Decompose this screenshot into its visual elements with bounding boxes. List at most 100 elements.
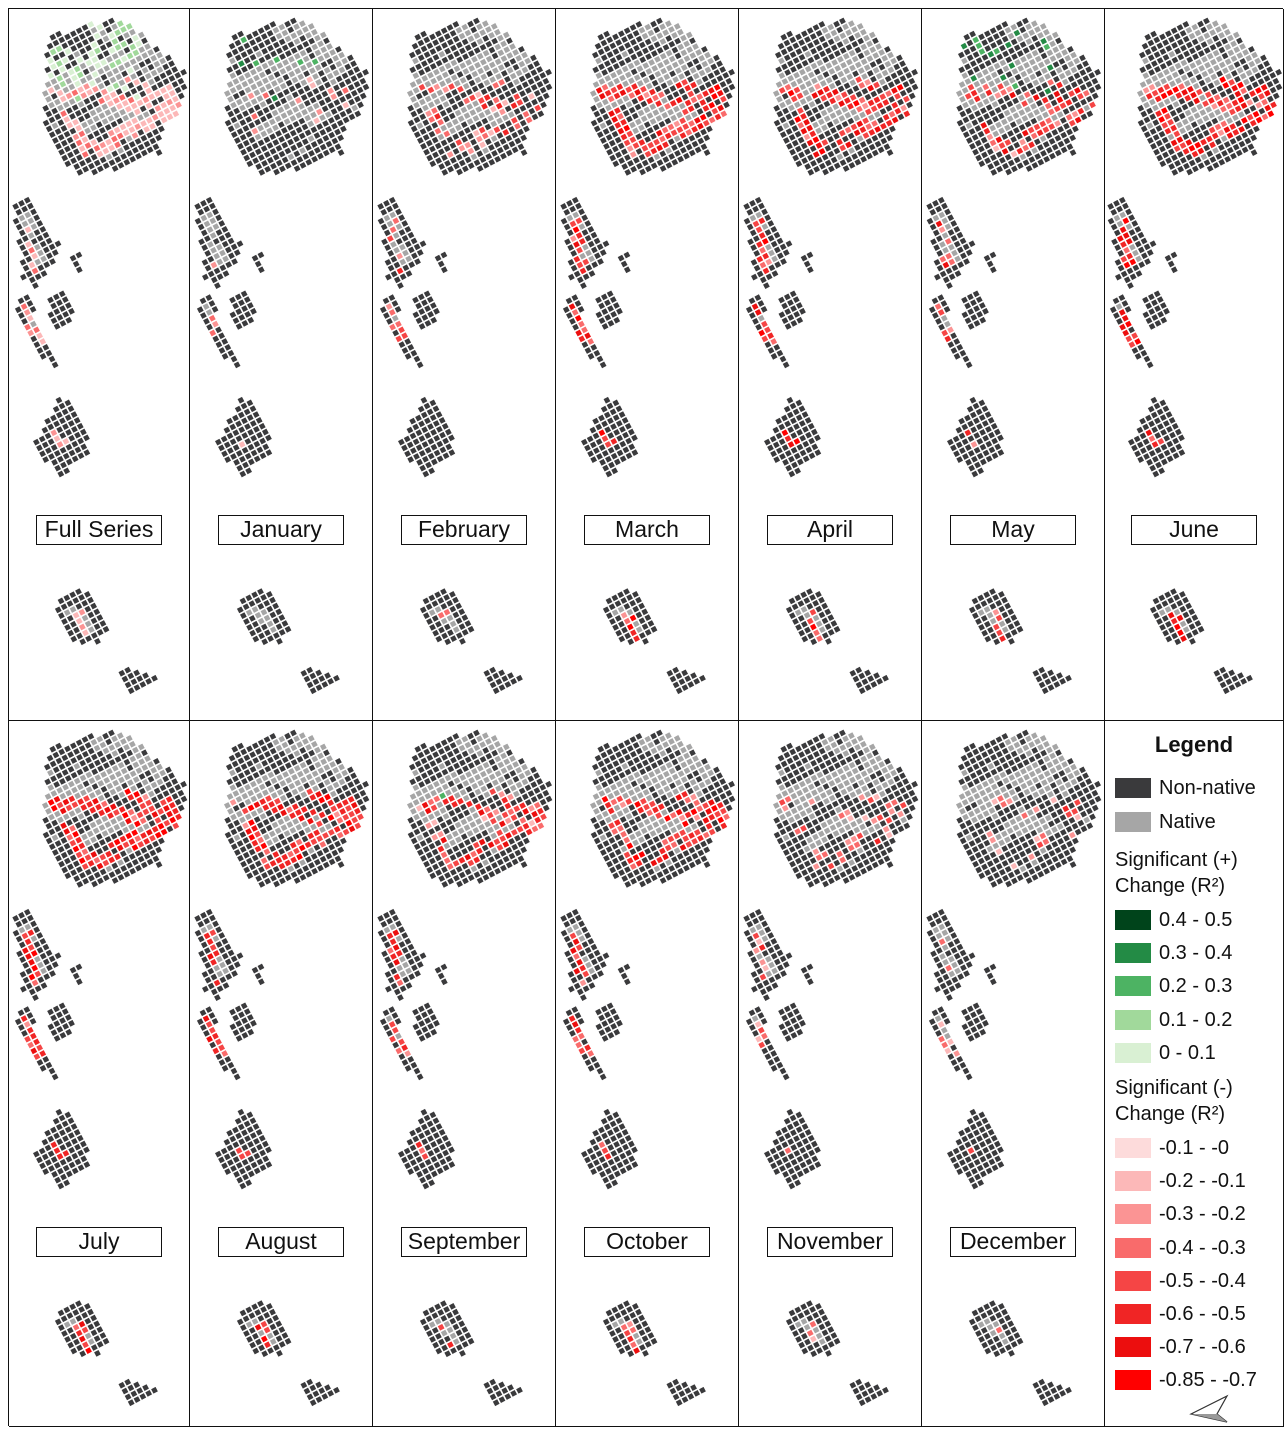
- grid-cell: [417, 434, 427, 443]
- grid-cell: [154, 830, 163, 840]
- grid-cell: [713, 112, 723, 122]
- grid-cell: [315, 122, 324, 131]
- grid-cell: [1066, 74, 1076, 84]
- grid-cell: [36, 975, 46, 984]
- grid-cell: [969, 298, 978, 307]
- grid-cell: [1119, 240, 1128, 249]
- grid-cell: [1232, 60, 1242, 69]
- grid-cell: [48, 257, 57, 266]
- grid-cell: [67, 419, 76, 428]
- grid-cell: [598, 121, 608, 130]
- grid-cell: [1193, 155, 1203, 165]
- grid-cell: [646, 619, 656, 628]
- grid-cell: [687, 119, 696, 128]
- grid-cell: [93, 158, 102, 168]
- grid-cell: [225, 1128, 234, 1138]
- grid-cell: [292, 134, 301, 144]
- grid-cell: [67, 97, 77, 106]
- grid-cell: [1223, 155, 1232, 164]
- grid-cell: [497, 668, 506, 678]
- grid-cell: [1227, 683, 1237, 692]
- grid-cell: [565, 199, 574, 208]
- grid-cell: [352, 65, 361, 74]
- grid-cell: [476, 81, 486, 90]
- grid-cell: [1153, 446, 1163, 455]
- grid-cell: [774, 431, 784, 441]
- grid-cell: [79, 76, 88, 85]
- grid-cell: [963, 428, 973, 437]
- grid-cell: [240, 416, 249, 425]
- grid-cell: [310, 155, 319, 164]
- grid-cell: [858, 125, 868, 134]
- grid-cell: [81, 38, 90, 47]
- grid-cell: [1078, 68, 1088, 77]
- grid-cell: [994, 23, 1004, 32]
- grid-cell: [403, 434, 412, 444]
- grid-cell: [790, 460, 799, 470]
- grid-cell: [748, 213, 758, 223]
- grid-cell: [989, 26, 998, 35]
- grid-cell: [89, 850, 99, 859]
- grid-cell: [155, 762, 164, 772]
- grid-cell: [512, 107, 522, 116]
- grid-cell: [958, 95, 967, 104]
- grid-cell: [792, 56, 801, 65]
- grid-cell: [813, 448, 823, 457]
- grid-cell: [654, 99, 663, 108]
- grid-cell: [424, 460, 433, 470]
- grid-cell: [1024, 37, 1034, 46]
- grid-cell: [75, 977, 84, 986]
- grid-cell: [649, 146, 659, 156]
- grid-cell: [420, 425, 429, 434]
- grid-cell: [107, 743, 117, 752]
- grid-cell: [641, 637, 650, 646]
- grid-cell: [566, 258, 576, 267]
- grid-cell: [1227, 92, 1237, 102]
- grid-cell: [706, 71, 716, 80]
- grid-cell: [26, 314, 35, 323]
- grid-cell: [141, 792, 150, 802]
- grid-cell: [571, 308, 580, 317]
- grid-cell: [620, 416, 630, 425]
- grid-cell: [1007, 61, 1017, 70]
- grid-cell: [786, 410, 795, 420]
- grid-cell: [615, 82, 624, 92]
- grid-cell: [237, 313, 247, 322]
- grid-cell: [673, 149, 682, 158]
- grid-cell: [591, 80, 601, 89]
- grid-cell: [1166, 132, 1176, 142]
- grid-cell: [120, 69, 129, 78]
- grid-cell: [162, 818, 172, 828]
- grid-cell: [939, 299, 949, 308]
- grid-cell: [220, 352, 230, 361]
- grid-cell: [600, 292, 609, 302]
- grid-cell: [267, 88, 276, 97]
- grid-cell: [294, 125, 304, 135]
- grid-cell: [618, 88, 628, 97]
- grid-cell: [101, 132, 110, 141]
- grid-cell: [18, 955, 27, 964]
- grid-cell: [1179, 58, 1189, 68]
- grid-cell: [809, 159, 818, 168]
- grid-cell: [679, 146, 688, 155]
- grid-cell: [751, 204, 760, 214]
- grid-cell: [617, 634, 626, 644]
- grid-cell: [749, 228, 758, 238]
- grid-cell: [804, 445, 814, 455]
- grid-cell: [411, 56, 420, 66]
- grid-cell: [652, 40, 662, 49]
- grid-cell: [228, 71, 238, 80]
- grid-cell: [1003, 138, 1013, 147]
- grid-cell: [235, 463, 244, 473]
- grid-cell: [73, 776, 82, 786]
- grid-cell: [721, 85, 731, 95]
- grid-cell: [462, 96, 471, 106]
- grid-cell: [341, 101, 350, 110]
- grid-cell: [1135, 425, 1145, 435]
- grid-cell: [487, 45, 497, 55]
- grid-cell: [986, 35, 995, 44]
- grid-cell: [697, 68, 707, 78]
- grid-cell: [237, 88, 247, 98]
- grid-cell: [271, 1313, 280, 1323]
- grid-cell: [679, 33, 688, 43]
